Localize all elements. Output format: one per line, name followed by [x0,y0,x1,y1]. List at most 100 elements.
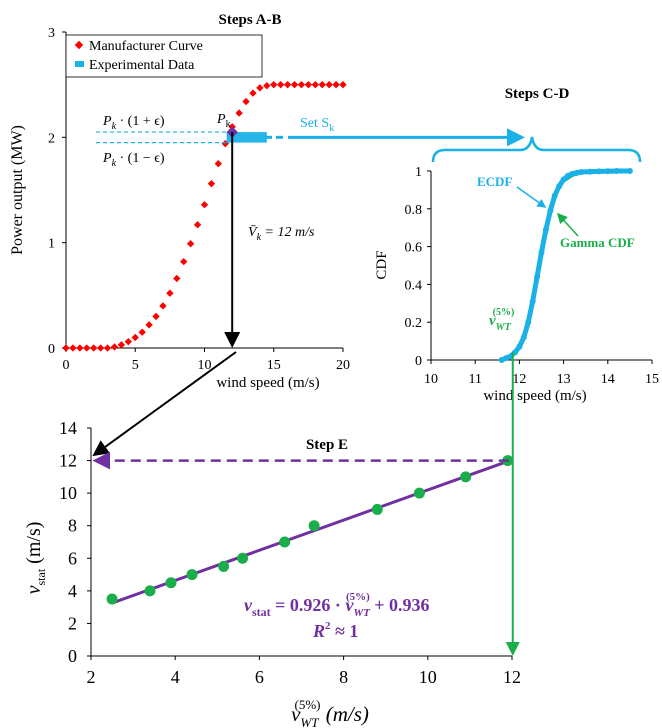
cdf-series [498,168,633,363]
set-sk-label: Set Sk [300,116,334,134]
y-axis-label: CDF [374,250,390,279]
regression-point [186,569,198,581]
x-tick-label: 2 [87,667,96,687]
y-tick-label: 3 [48,26,55,41]
x-tick-label: 5 [132,358,139,373]
legend: Manufacturer Curve Experimental Data [65,34,263,78]
manufacturer-point [290,80,299,89]
ecdf-label: ECDF [477,174,512,189]
panel-title-cd: Steps C-D [505,86,570,102]
y-tick-label: 0 [68,646,77,666]
y-tick-label: 0.2 [405,316,423,331]
legend-box [65,34,263,78]
manufacturer-point [96,344,105,352]
x-tick-label: 15 [645,372,659,387]
flow-connectors [92,128,642,656]
manufacturer-point [131,333,139,342]
power-annotations: Pk · (1 + ϵ) Pk · (1 − ϵ) Pk V̄k = 12 m/… [102,112,315,243]
cdf-panel: Steps C-D 10 11 12 13 14 15 0 0.2 0.4 0.6 0.8 1 wind… [374,86,659,404]
x-tick-label: 20 [336,358,350,373]
regression-point [371,503,383,515]
ecdf-pointer [516,186,547,208]
y-tick-label: 12 [59,451,77,471]
ecdf-point [595,168,602,175]
manufacturer-point [173,274,181,283]
manufacturer-point [76,344,84,352]
ecdf-point [613,168,620,174]
regression-equation: vstat = 0.926 · vWT(5%) + 0.936 [244,591,430,619]
ecdf-point [547,207,554,214]
v-wt-label: vWT(5%) [489,307,514,333]
regression-point [144,585,156,597]
y-tick-label: 2 [48,131,55,146]
x-tick-label: 15 [267,358,281,373]
manufacturer-point [283,80,292,89]
ecdf-point [626,168,633,174]
y-tick-label: 14 [59,418,77,438]
manufacturer-point [263,82,271,90]
panel-title-e: Step E [306,437,348,453]
x-tick-label: 4 [171,667,180,687]
ecdf-point [538,249,545,256]
y-tick-label: 0.8 [405,203,423,218]
manufacturer-point [304,80,313,89]
manufacturer-point [124,338,133,346]
manufacturer-point [166,289,174,297]
manufacturer-point [69,344,77,352]
ecdf-point [587,168,594,175]
x-axis-label: wind speed (m/s) [216,375,319,391]
ecdf-point [529,298,536,305]
manufacturer-point [270,80,278,89]
ecdf-point [520,334,527,341]
x-tick-label: 11 [468,372,481,387]
manufacturer-point [214,159,223,168]
regression-line [111,459,509,605]
power-curve-series [62,80,347,352]
ecdf-point [551,192,558,199]
regression-point [165,577,177,589]
regression-xlabel: vWT(5%) (m/s) [291,697,369,728]
manufacturer-point [90,344,98,352]
power-curve-axes: 0 5 10 15 20 0 1 2 3 wind speed (m/s) Power output… [9,26,350,391]
gamma-cdf-label: Gamma CDF [560,235,635,250]
x-tick-label: 10 [419,667,437,687]
manufacturer-point [83,344,91,352]
legend-label-experimental: Experimental Data [89,58,195,73]
regression-point [237,552,249,564]
manufacturer-point [62,344,70,352]
ecdf-line [500,168,630,363]
manufacturer-point [256,84,264,92]
x-tick-label: 12 [512,372,526,387]
regression-point [279,536,291,548]
manufacturer-point [318,80,326,89]
y-tick-label: 4 [68,581,77,601]
manufacturer-point [138,328,146,336]
lower-band-label: Pk · (1 − ϵ) [102,151,165,169]
y-tick-label: 6 [68,548,77,568]
regression-point [308,520,320,532]
panel-title-ab: Steps A-B [219,12,282,28]
manufacturer-point [103,344,112,352]
power-curve-panel: Steps A-B 0 5 10 15 20 0 1 2 3 wind speed (m/s) Po… [9,12,350,391]
r-squared-label: R2 ≈ 1 [312,620,358,641]
manufacturer-point [159,302,167,310]
y-axis-label: Power output (MW) [9,125,26,255]
vbar-label: V̄k = 12 m/s [248,225,315,243]
pk-label: Pk [216,112,231,130]
manufacturer-point [193,221,202,229]
regression-series [106,455,514,605]
cdf-axes: 10 11 12 13 14 15 0 0.2 0.4 0.6 0.8 1 wind speed (m/… [374,165,659,404]
x-tick-label: 14 [601,372,615,387]
regression-point [106,593,118,605]
manufacturer-point [249,89,257,97]
x-tick-label: 0 [63,358,70,373]
manufacturer-point [339,80,347,89]
regression-ylabel: vstat (m/s) [23,522,48,595]
x-tick-label: 12 [503,667,521,687]
ecdf-point [560,176,567,183]
legend-marker-experimental [75,61,84,67]
y-tick-label: 0 [415,354,422,369]
x-tick-label: 13 [557,372,571,387]
x-tick-label: 10 [424,372,438,387]
y-tick-label: 0.6 [405,241,423,256]
